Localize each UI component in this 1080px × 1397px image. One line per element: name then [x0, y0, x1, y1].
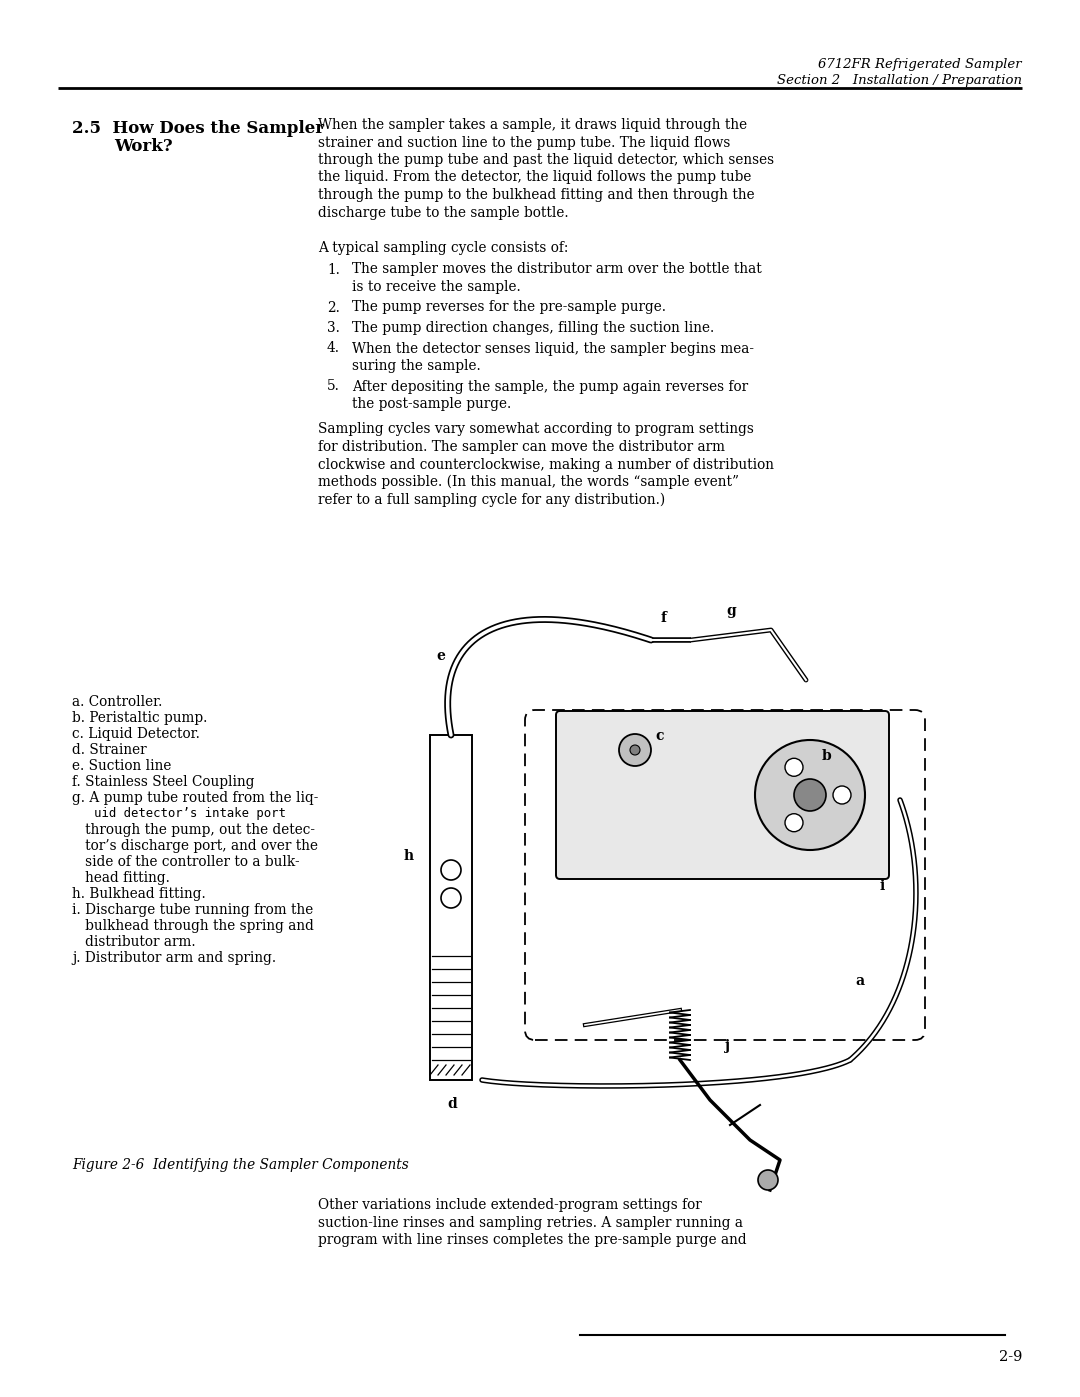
Text: d: d [447, 1097, 457, 1111]
Text: When the sampler takes a sample, it draws liquid through the: When the sampler takes a sample, it draw… [318, 117, 747, 131]
Text: Other variations include extended-program settings for: Other variations include extended-progra… [318, 1199, 702, 1213]
FancyBboxPatch shape [430, 735, 472, 1080]
Text: h. Bulkhead fitting.: h. Bulkhead fitting. [72, 887, 206, 901]
Text: Work?: Work? [114, 138, 173, 155]
Text: uid detector’s intake port: uid detector’s intake port [72, 807, 286, 820]
Text: The sampler moves the distributor arm over the bottle that: The sampler moves the distributor arm ov… [352, 263, 761, 277]
Text: h: h [404, 849, 414, 863]
Text: d. Strainer: d. Strainer [72, 743, 147, 757]
Text: clockwise and counterclockwise, making a number of distribution: clockwise and counterclockwise, making a… [318, 457, 774, 472]
Text: through the pump to the bulkhead fitting and then through the: through the pump to the bulkhead fitting… [318, 189, 755, 203]
Circle shape [794, 780, 826, 812]
Text: i. Discharge tube running from the: i. Discharge tube running from the [72, 902, 313, 916]
Text: side of the controller to a bulk-: side of the controller to a bulk- [72, 855, 299, 869]
Text: tor’s discharge port, and over the: tor’s discharge port, and over the [72, 840, 318, 854]
Text: Sampling cycles vary somewhat according to program settings: Sampling cycles vary somewhat according … [318, 422, 754, 436]
Text: strainer and suction line to the pump tube. The liquid flows: strainer and suction line to the pump tu… [318, 136, 730, 149]
Circle shape [619, 733, 651, 766]
Text: 4.: 4. [327, 341, 340, 355]
Text: program with line rinses completes the pre-sample purge and: program with line rinses completes the p… [318, 1234, 746, 1248]
Text: methods possible. (In this manual, the words “sample event”: methods possible. (In this manual, the w… [318, 475, 739, 489]
Text: through the pump, out the detec-: through the pump, out the detec- [72, 823, 315, 837]
Text: A typical sampling cycle consists of:: A typical sampling cycle consists of: [318, 242, 568, 256]
Text: 2.5  How Does the Sampler: 2.5 How Does the Sampler [72, 120, 324, 137]
Circle shape [755, 740, 865, 849]
Text: the post-sample purge.: the post-sample purge. [352, 397, 511, 411]
Circle shape [758, 1171, 778, 1190]
Text: The pump direction changes, filling the suction line.: The pump direction changes, filling the … [352, 321, 714, 335]
Text: e: e [436, 650, 445, 664]
Text: distributor arm.: distributor arm. [72, 935, 195, 949]
Text: suction-line rinses and sampling retries. A sampler running a: suction-line rinses and sampling retries… [318, 1215, 743, 1229]
Text: a. Controller.: a. Controller. [72, 694, 162, 710]
Circle shape [785, 759, 804, 777]
Text: i: i [880, 879, 886, 893]
Circle shape [833, 787, 851, 805]
Text: 5.: 5. [327, 380, 340, 394]
Text: b. Peristaltic pump.: b. Peristaltic pump. [72, 711, 207, 725]
Text: Section 2   Installation / Preparation: Section 2 Installation / Preparation [777, 74, 1022, 87]
Text: Figure 2-6  Identifying the Sampler Components: Figure 2-6 Identifying the Sampler Compo… [72, 1158, 408, 1172]
FancyBboxPatch shape [525, 710, 924, 1039]
Text: discharge tube to the sample bottle.: discharge tube to the sample bottle. [318, 205, 569, 219]
Text: suring the sample.: suring the sample. [352, 359, 481, 373]
Text: the liquid. From the detector, the liquid follows the pump tube: the liquid. From the detector, the liqui… [318, 170, 752, 184]
Text: After depositing the sample, the pump again reverses for: After depositing the sample, the pump ag… [352, 380, 748, 394]
Text: 1.: 1. [327, 263, 340, 277]
Text: f. Stainless Steel Coupling: f. Stainless Steel Coupling [72, 775, 255, 789]
Circle shape [785, 813, 804, 831]
Text: through the pump tube and past the liquid detector, which senses: through the pump tube and past the liqui… [318, 154, 774, 168]
Text: c: c [654, 729, 663, 743]
Text: g. A pump tube routed from the liq-: g. A pump tube routed from the liq- [72, 791, 319, 805]
Text: 3.: 3. [327, 321, 340, 335]
Circle shape [441, 861, 461, 880]
Text: b: b [822, 749, 832, 763]
Text: c. Liquid Detector.: c. Liquid Detector. [72, 726, 200, 740]
Text: When the detector senses liquid, the sampler begins mea-: When the detector senses liquid, the sam… [352, 341, 754, 355]
Text: 2-9: 2-9 [999, 1350, 1022, 1363]
Text: 2.: 2. [327, 300, 340, 314]
Text: 6712FR Refrigerated Sampler: 6712FR Refrigerated Sampler [819, 59, 1022, 71]
FancyBboxPatch shape [556, 711, 889, 879]
Text: head fitting.: head fitting. [72, 870, 170, 886]
Text: is to receive the sample.: is to receive the sample. [352, 279, 521, 293]
Text: bulkhead through the spring and: bulkhead through the spring and [72, 919, 314, 933]
Text: j. Distributor arm and spring.: j. Distributor arm and spring. [72, 951, 276, 965]
Circle shape [441, 888, 461, 908]
Text: j: j [725, 1039, 730, 1053]
Text: a: a [855, 974, 864, 988]
Text: refer to a full sampling cycle for any distribution.): refer to a full sampling cycle for any d… [318, 493, 665, 507]
Circle shape [630, 745, 640, 754]
Text: e. Suction line: e. Suction line [72, 759, 172, 773]
Text: for distribution. The sampler can move the distributor arm: for distribution. The sampler can move t… [318, 440, 725, 454]
Text: The pump reverses for the pre-sample purge.: The pump reverses for the pre-sample pur… [352, 300, 666, 314]
Text: f: f [661, 610, 667, 624]
Text: g: g [726, 604, 735, 617]
